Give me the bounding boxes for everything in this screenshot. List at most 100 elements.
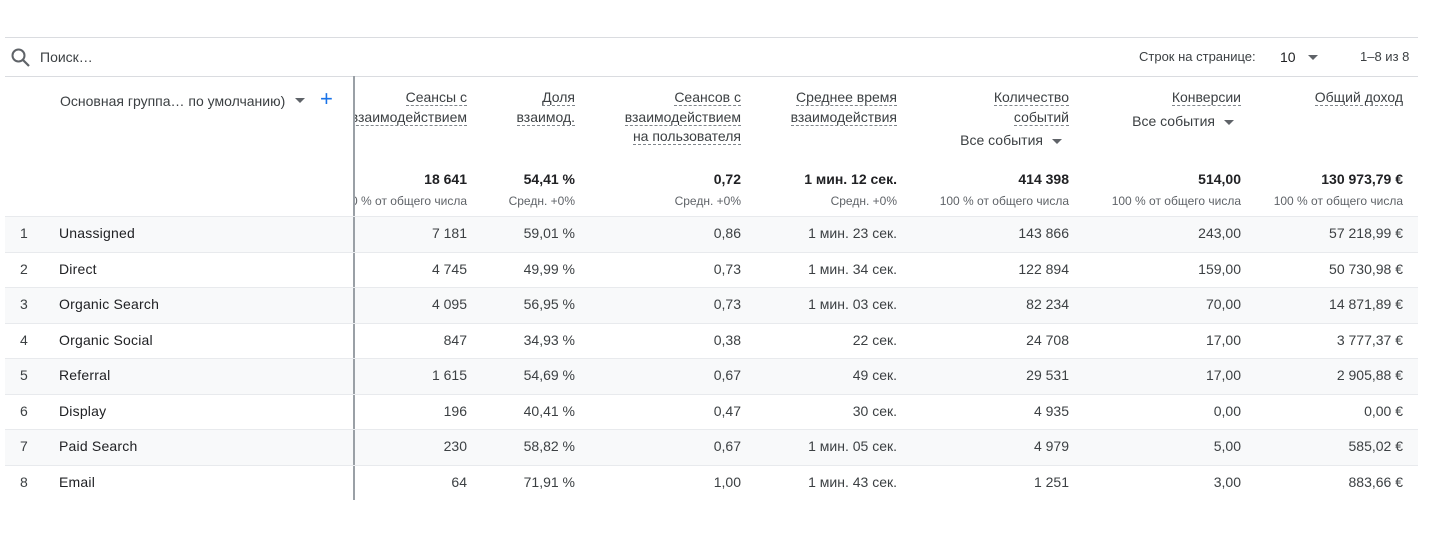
channel-name[interactable]: Direct	[59, 260, 97, 277]
metric-cell: 585,02 €	[1348, 438, 1404, 454]
metric-cell: 56,95 %	[523, 296, 575, 312]
metric-cell: 57 218,99 €	[1329, 225, 1403, 241]
row-index: 5	[20, 367, 28, 383]
row-index: 4	[20, 331, 28, 348]
row-divider	[5, 393, 1418, 395]
metric-cell: 1 615	[431, 367, 467, 383]
column-total-note: 100 % от общего числа	[1111, 194, 1241, 208]
column-total: 514,00	[1198, 171, 1241, 187]
channel-name[interactable]: Organic Social	[59, 331, 153, 348]
metric-cell: 30 сек.	[852, 402, 897, 419]
metric-cell: 159,00	[1198, 260, 1241, 277]
column-title[interactable]: взаимодействием	[355, 108, 467, 128]
metric-cell: 847	[443, 331, 467, 348]
event-filter[interactable]: Все события	[960, 132, 1043, 148]
channel-name[interactable]: Unassigned	[59, 225, 135, 241]
metric-cell: 58,82 %	[523, 438, 575, 454]
metric-cell: 0,73	[713, 260, 741, 277]
add-dimension[interactable]: +	[320, 86, 333, 111]
metric-cell: 71,91 %	[523, 473, 575, 490]
metric-cell: 70,00	[1205, 296, 1241, 312]
column-total-note: 100 % от общего числа	[1273, 194, 1403, 208]
column-total-note: Средн. +0%	[674, 194, 741, 208]
column-title-text[interactable]: событий	[1013, 108, 1069, 126]
dimension-dropdown[interactable]	[295, 98, 305, 103]
channel-name[interactable]: Email	[59, 473, 96, 490]
row-divider	[5, 464, 1418, 466]
metric-cell: 24 708	[1026, 331, 1069, 348]
metric-cell: 0,47	[713, 402, 741, 419]
column-total: 1 мин. 12 сек.	[804, 171, 897, 187]
column-title[interactable]: событий	[1013, 108, 1069, 128]
column-title-text[interactable]: Количество	[993, 89, 1069, 106]
metric-cell: 49 сек.	[852, 367, 897, 383]
metric-cell: 22 сек.	[852, 331, 897, 348]
column-total-note: 100 % от общего числа	[939, 194, 1069, 208]
column-title[interactable]: Сеансы с	[405, 88, 467, 108]
metric-cell: 29 531	[1026, 367, 1069, 383]
column-title[interactable]: Сеансов с	[674, 88, 741, 108]
dimension-header[interactable]: Основная группа… по умолчанию)	[60, 93, 286, 109]
column-title-text[interactable]: Сеансов с	[674, 89, 741, 106]
metric-cell: 1 мин. 34 сек.	[808, 260, 897, 277]
metric-cell: 40,41 %	[523, 402, 575, 419]
column-title[interactable]: взаимод.	[516, 108, 575, 128]
metric-cell: 0,73	[713, 296, 741, 312]
column-title-text[interactable]: взаимодействием	[624, 108, 741, 126]
column-title-text[interactable]: Общий доход	[1314, 89, 1403, 106]
column-title-text[interactable]: Сеансы с	[405, 89, 467, 106]
row-divider	[5, 322, 1418, 324]
metric-cell: 5,00	[1213, 438, 1241, 454]
column-title-text[interactable]: на пользователя	[632, 128, 741, 145]
event-filter-arrow[interactable]	[1052, 139, 1062, 144]
column-title-text[interactable]: взаимод.	[516, 108, 575, 126]
row-divider	[5, 429, 1418, 430]
column-total-note: Средн. +0%	[830, 194, 897, 208]
column-title[interactable]: взаимодействием	[624, 108, 741, 128]
event-filter[interactable]: Все события	[1132, 112, 1215, 129]
column-title[interactable]: взаимодействия	[790, 108, 897, 128]
metric-cell: 14 871,89 €	[1329, 296, 1403, 312]
divider	[5, 37, 1418, 38]
column-title[interactable]: на пользователя	[632, 127, 741, 147]
column-title[interactable]: Среднее время	[796, 88, 897, 108]
row-divider	[5, 216, 1418, 217]
metric-cell: 64	[451, 473, 467, 490]
column-title-text[interactable]: взаимодействия	[790, 108, 897, 126]
metric-cell: 1 мин. 23 сек.	[808, 225, 897, 241]
metric-cell: 49,99 %	[523, 260, 575, 277]
metric-cell: 0,86	[713, 225, 741, 241]
rows-select[interactable]: 10	[1280, 49, 1296, 65]
metric-cell: 4 935	[1033, 402, 1069, 419]
rows-dropdown-arrow[interactable]	[1308, 55, 1318, 60]
metric-cell: 34,93 %	[523, 331, 575, 348]
column-title[interactable]: Количество	[993, 88, 1069, 108]
column-total-note: 100 % от общего числа	[355, 194, 467, 208]
metric-cell: 0,00	[1213, 402, 1241, 419]
column-title[interactable]: Конверсии	[1171, 88, 1241, 108]
metric-cell: 1,00	[713, 473, 741, 490]
channel-name[interactable]: Referral	[59, 367, 111, 383]
metric-cell: 50 730,98 €	[1329, 260, 1403, 277]
metric-cell: 54,69 %	[523, 367, 575, 383]
column-title-text[interactable]: взаимодействием	[355, 108, 467, 126]
search-input[interactable]: Поиск…	[40, 49, 93, 65]
channel-name[interactable]: Display	[59, 402, 107, 419]
column-title[interactable]: Доля	[542, 88, 575, 108]
search-icon[interactable]	[10, 47, 32, 69]
event-filter-arrow[interactable]	[1224, 119, 1234, 125]
row-index: 3	[20, 296, 28, 312]
channel-name[interactable]: Paid Search	[59, 438, 138, 454]
metric-cell: 2 905,88 €	[1336, 367, 1403, 383]
column-total-note: Средн. +0%	[508, 194, 575, 208]
divider	[5, 76, 1418, 77]
row-divider	[5, 287, 1418, 288]
channel-name[interactable]: Organic Search	[59, 296, 160, 312]
column-total: 130 973,79 €	[1321, 171, 1403, 187]
metric-cell: 196	[443, 402, 467, 419]
column-title-text[interactable]: Доля	[542, 89, 575, 106]
column-title-text[interactable]: Среднее время	[796, 89, 897, 106]
column-title-text[interactable]: Конверсии	[1171, 89, 1241, 106]
column-title[interactable]: Общий доход	[1314, 88, 1403, 108]
